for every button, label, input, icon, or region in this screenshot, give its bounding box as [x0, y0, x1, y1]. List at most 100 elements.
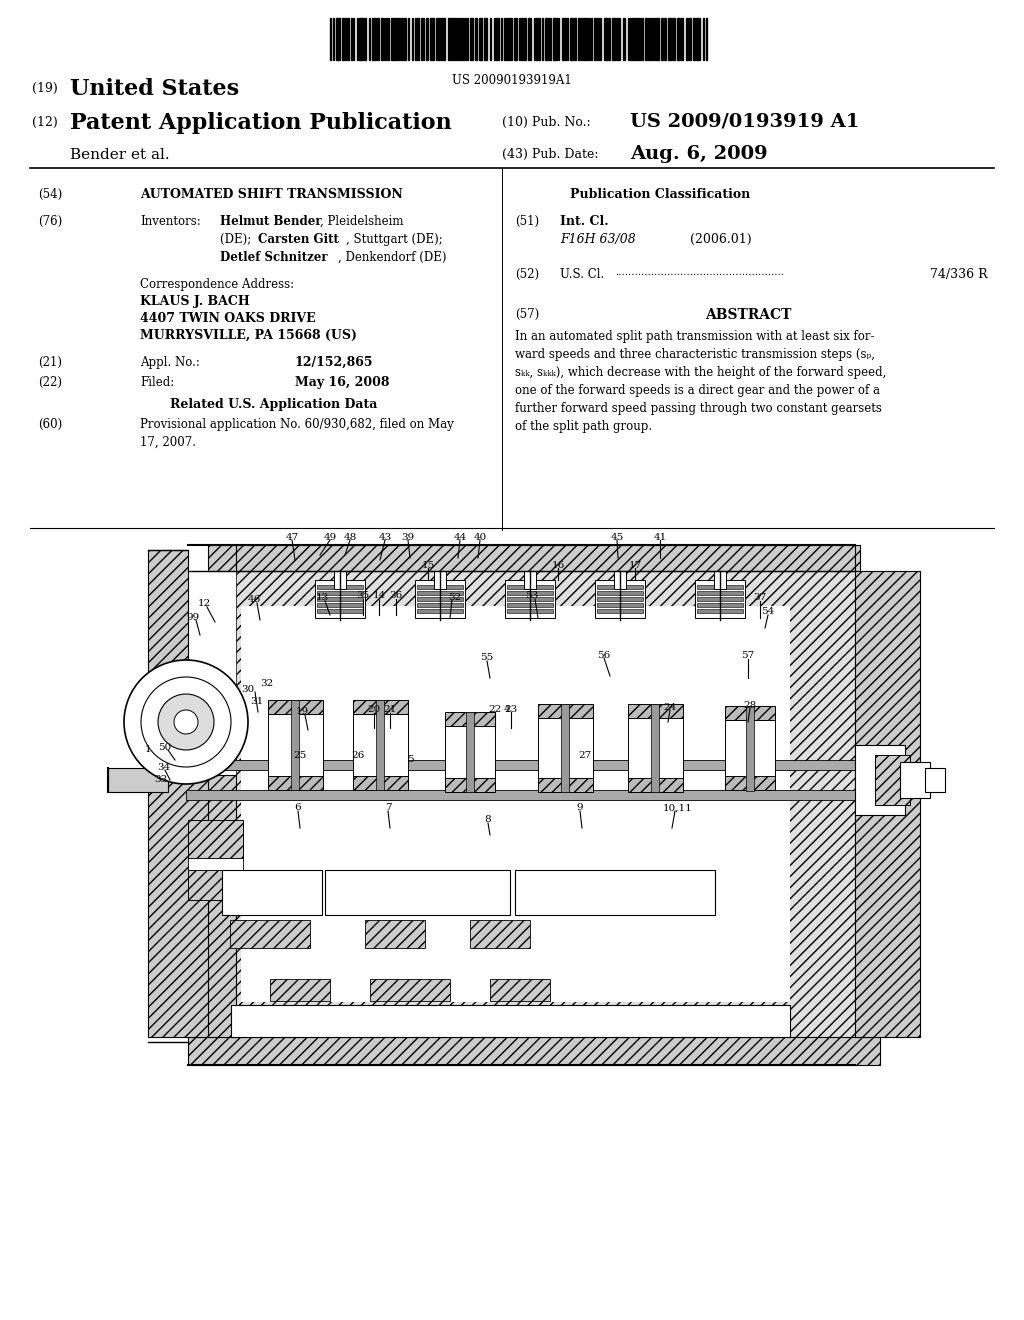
- Bar: [108, 768, 168, 792]
- Bar: [549, 18, 551, 59]
- Text: (54): (54): [38, 187, 62, 201]
- Bar: [381, 18, 383, 59]
- Text: 9: 9: [577, 804, 584, 813]
- Text: 28: 28: [743, 701, 757, 710]
- Bar: [583, 18, 586, 59]
- Text: 35: 35: [356, 591, 370, 601]
- Bar: [270, 979, 330, 1001]
- Bar: [604, 18, 608, 59]
- Text: (51): (51): [515, 215, 539, 228]
- Bar: [470, 18, 473, 59]
- Text: 57: 57: [741, 652, 755, 660]
- Bar: [401, 18, 403, 59]
- Text: In an automated split path transmission with at least six for-
ward speeds and t: In an automated split path transmission …: [515, 330, 887, 433]
- Bar: [686, 18, 688, 59]
- Bar: [445, 777, 495, 792]
- Bar: [186, 760, 855, 770]
- Bar: [697, 603, 743, 607]
- Text: 24: 24: [664, 702, 677, 711]
- Text: 46: 46: [248, 595, 261, 605]
- Text: AUTOMATED SHIFT TRANSMISSION: AUTOMATED SHIFT TRANSMISSION: [140, 187, 402, 201]
- Bar: [353, 714, 408, 776]
- Text: 48: 48: [343, 533, 356, 543]
- Bar: [370, 979, 450, 1001]
- Bar: [438, 18, 440, 59]
- Bar: [628, 704, 683, 718]
- Bar: [426, 18, 428, 59]
- Bar: [648, 18, 650, 59]
- Text: US 2009/0193919 A1: US 2009/0193919 A1: [630, 112, 859, 129]
- Text: 5: 5: [407, 755, 414, 764]
- Bar: [342, 18, 344, 59]
- Text: 16: 16: [551, 561, 564, 569]
- Bar: [347, 18, 349, 59]
- Text: Correspondence Address:: Correspondence Address:: [140, 279, 294, 290]
- Bar: [697, 609, 743, 612]
- Text: 99: 99: [186, 614, 200, 623]
- Text: 31: 31: [251, 697, 263, 706]
- Bar: [334, 572, 346, 589]
- Text: (12): (12): [32, 116, 57, 129]
- Circle shape: [158, 694, 214, 750]
- Text: 6: 6: [295, 804, 301, 813]
- Text: 50: 50: [159, 743, 172, 752]
- Text: 55: 55: [480, 653, 494, 663]
- Bar: [578, 18, 580, 59]
- Bar: [188, 1038, 880, 1065]
- Text: Aug. 6, 2009: Aug. 6, 2009: [630, 145, 768, 162]
- Bar: [597, 597, 643, 601]
- Text: Provisional application No. 60/930,682, filed on May
17, 2007.: Provisional application No. 60/930,682, …: [140, 418, 454, 449]
- Text: Bender et al.: Bender et al.: [70, 148, 170, 162]
- Bar: [574, 18, 575, 59]
- Text: (57): (57): [515, 308, 540, 321]
- Text: 43: 43: [379, 533, 391, 543]
- Text: , Stuttgart (DE);: , Stuttgart (DE);: [346, 234, 442, 246]
- Bar: [538, 777, 593, 792]
- Text: 19: 19: [295, 708, 308, 717]
- Bar: [637, 18, 639, 59]
- Bar: [623, 18, 625, 59]
- Bar: [291, 700, 299, 789]
- Text: 17: 17: [629, 561, 642, 569]
- Bar: [562, 18, 566, 59]
- Bar: [696, 18, 700, 59]
- Bar: [599, 18, 601, 59]
- Bar: [417, 609, 463, 612]
- Text: 22: 22: [488, 705, 502, 714]
- Bar: [395, 18, 397, 59]
- Text: 74/336 R: 74/336 R: [931, 268, 988, 281]
- Bar: [188, 820, 243, 858]
- Text: 47: 47: [286, 533, 299, 543]
- Text: MURRYSVILLE, PA 15668 (US): MURRYSVILLE, PA 15668 (US): [140, 329, 357, 342]
- Text: (21): (21): [38, 356, 62, 370]
- Text: 8: 8: [484, 816, 492, 825]
- Bar: [452, 18, 455, 59]
- Circle shape: [124, 660, 248, 784]
- Bar: [188, 870, 243, 900]
- Bar: [524, 572, 536, 589]
- Text: 41: 41: [653, 533, 667, 543]
- Bar: [528, 18, 531, 59]
- Bar: [365, 920, 425, 948]
- Bar: [507, 609, 553, 612]
- Bar: [617, 18, 620, 59]
- Bar: [359, 18, 362, 59]
- Bar: [241, 606, 790, 1002]
- Bar: [372, 18, 376, 59]
- Text: 54: 54: [762, 607, 774, 616]
- Bar: [353, 700, 408, 714]
- Bar: [208, 545, 860, 572]
- Bar: [655, 18, 659, 59]
- Text: ....................................................: ........................................…: [615, 268, 784, 277]
- Bar: [697, 585, 743, 589]
- Bar: [236, 545, 855, 572]
- Circle shape: [174, 710, 198, 734]
- Bar: [925, 768, 945, 792]
- Text: ABSTRACT: ABSTRACT: [705, 308, 792, 322]
- Bar: [315, 579, 365, 618]
- Text: US 20090193919A1: US 20090193919A1: [453, 74, 571, 87]
- Bar: [417, 18, 419, 59]
- Bar: [398, 18, 400, 59]
- Bar: [714, 572, 726, 589]
- Bar: [855, 744, 905, 814]
